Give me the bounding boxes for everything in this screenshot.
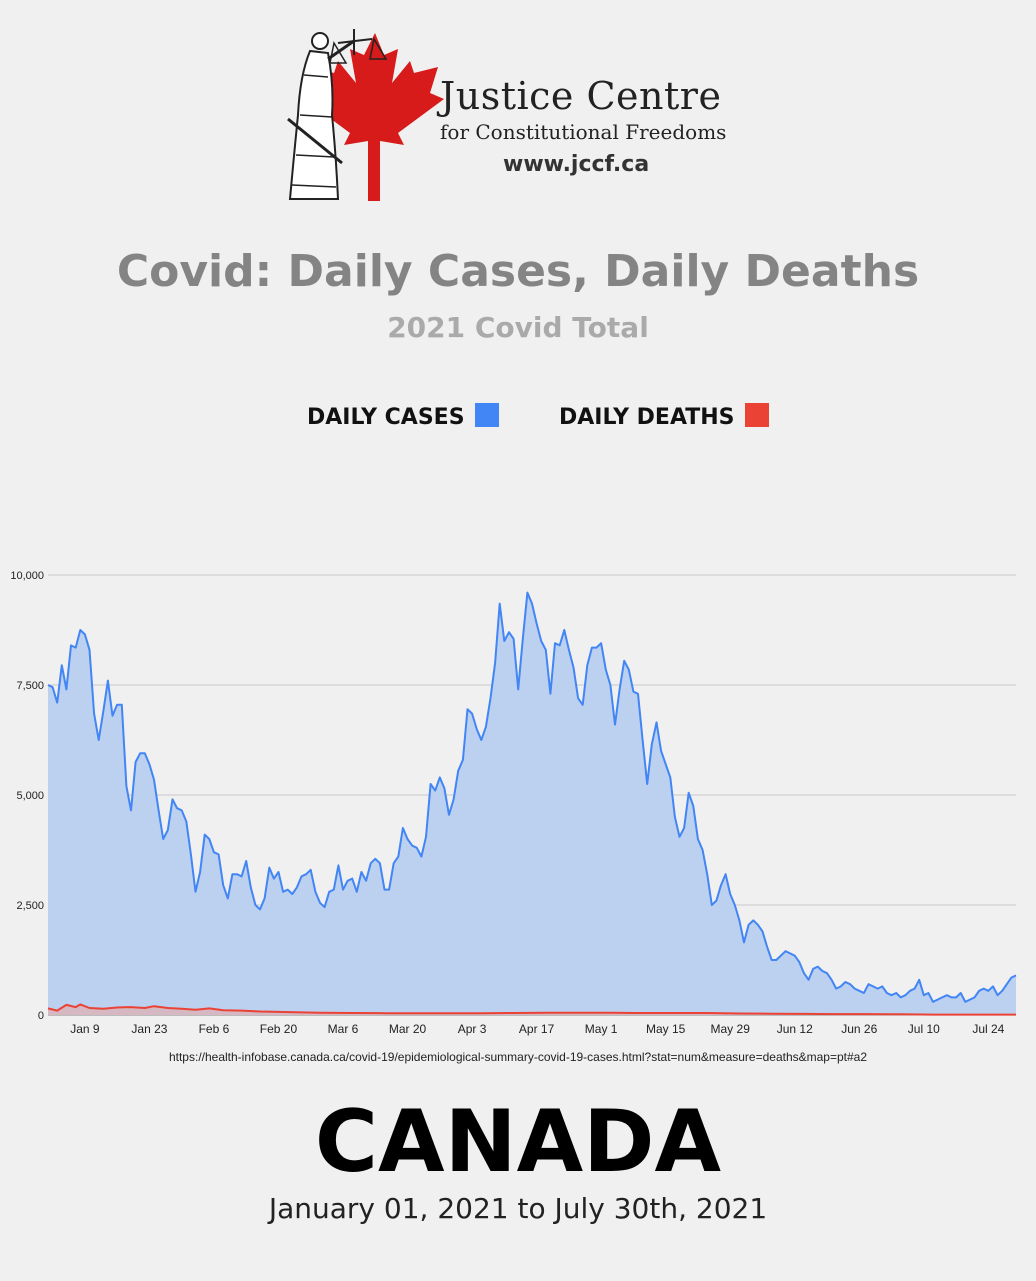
x-tick-label: Jun 12 <box>777 1022 813 1036</box>
legend-cases-label: DAILY CASES <box>307 405 465 430</box>
x-tick-label: Jan 23 <box>131 1022 167 1036</box>
source-url: https://health-infobase.canada.ca/covid-… <box>168 1050 868 1064</box>
jccf-logo <box>287 29 444 201</box>
date-range: January 01, 2021 to July 30th, 2021 <box>268 1192 768 1225</box>
x-tick-label: Jul 10 <box>908 1022 940 1036</box>
chart-subtitle: 2021 Covid Total <box>387 311 649 344</box>
series-area-0 <box>48 592 1016 1015</box>
legend-deaths: DAILY DEATHS <box>559 403 769 430</box>
x-tick-label: Mar 20 <box>389 1022 427 1036</box>
x-tick-label: Jun 26 <box>841 1022 877 1036</box>
series-line-0 <box>47 591 1017 1003</box>
x-tick-label: Apr 3 <box>458 1022 487 1036</box>
legend-deaths-swatch <box>744 403 769 427</box>
org-url: www.jccf.ca <box>503 152 650 177</box>
y-tick-label: 10,000 <box>10 570 44 582</box>
legend-cases: DAILY CASES <box>307 403 499 430</box>
legend-cases-swatch <box>474 403 499 427</box>
chart-title: Covid: Daily Cases, Daily Deaths <box>116 246 920 297</box>
series-line-1 <box>47 1003 1016 1016</box>
x-tick-label: Jan 9 <box>70 1022 100 1036</box>
y-tick-label: 5,000 <box>16 790 44 802</box>
x-tick-label: May 1 <box>585 1022 618 1036</box>
x-tick-label: Jul 24 <box>972 1022 1004 1036</box>
legend-deaths-label: DAILY DEATHS <box>559 405 735 430</box>
y-tick-label: 7,500 <box>16 680 44 692</box>
x-tick-label: Apr 17 <box>519 1022 555 1036</box>
org-name: Justice Centre <box>440 74 722 118</box>
x-tick-label: May 15 <box>646 1022 686 1036</box>
y-tick-label: 2,500 <box>16 900 44 912</box>
lady-justice-icon <box>287 29 388 200</box>
x-tick-label: Feb 6 <box>199 1022 230 1036</box>
x-tick-label: Feb 20 <box>260 1022 298 1036</box>
y-tick-label: 0 <box>38 1010 44 1022</box>
x-tick-label: Mar 6 <box>328 1022 359 1036</box>
x-tick-label: May 29 <box>711 1022 751 1036</box>
org-subtitle: for Constitutional Freedoms <box>440 120 727 144</box>
country-name: CANADA <box>314 1092 722 1192</box>
maple-leaf-icon <box>304 33 444 201</box>
cases-deaths-chart: 0 2,500 5,000 7,500 10,000 Jan 9 Jan 23 Feb 6 Fe… <box>10 570 1017 1036</box>
